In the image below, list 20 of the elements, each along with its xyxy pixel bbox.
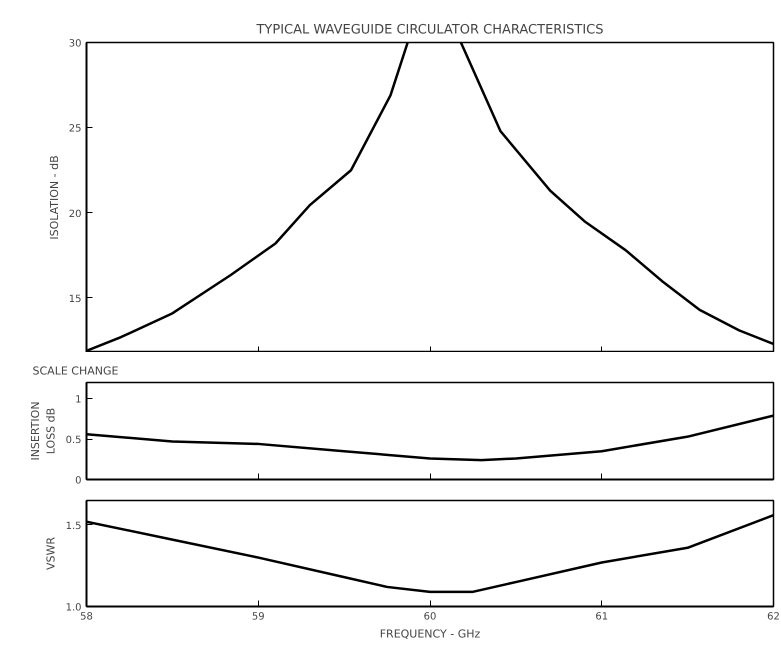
y-tick-label: 1.0	[66, 602, 82, 614]
y-tick-label: 15	[68, 294, 82, 305]
y-tick-label: 25	[68, 124, 82, 135]
y-tick-label: 1.5	[66, 520, 82, 532]
y-tick-label: 20	[68, 208, 82, 220]
y-tick-label: 0	[75, 476, 82, 486]
y-tick-label: 30	[68, 38, 82, 50]
x-tick-label: 60	[424, 612, 436, 622]
x-tick-label: 62	[767, 612, 780, 622]
x-axis-title: FREQUENCY - GHz	[380, 628, 480, 640]
y-axis-title: ISOLATION - dB	[48, 155, 61, 240]
y-tick-label: 0.5	[66, 435, 82, 446]
y-axis-title: INSERTION LOSS dB	[28, 401, 58, 461]
x-tick-label: 61	[595, 612, 608, 622]
text: SCALE CHANGE	[32, 364, 118, 378]
x-tick-label: 59	[252, 612, 265, 622]
x-tick-label: 58	[80, 612, 93, 622]
y-tick-label: 1	[75, 394, 82, 406]
y-axis-title: VSWR	[44, 536, 58, 570]
chart-title: TYPICAL WAVEGUIDE CIRCULATOR CHARACTERISTICS	[255, 22, 604, 38]
